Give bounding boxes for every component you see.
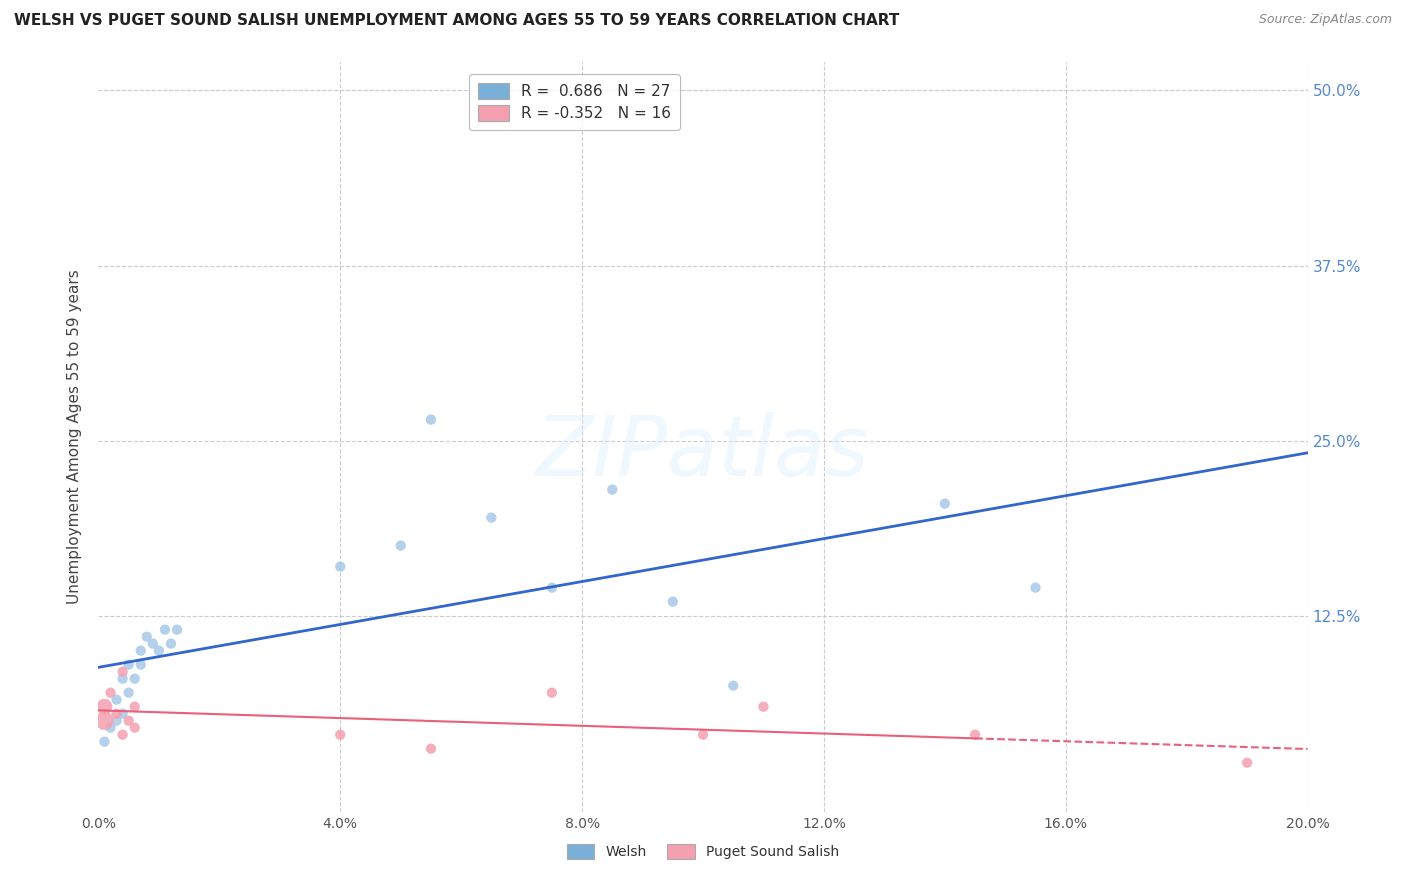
Point bbox=[540, 686, 562, 700]
Point bbox=[692, 728, 714, 742]
Point bbox=[93, 714, 115, 728]
Point bbox=[1236, 756, 1258, 770]
Point bbox=[142, 637, 165, 651]
Point bbox=[129, 657, 152, 672]
Text: ZIPatlas: ZIPatlas bbox=[536, 411, 870, 492]
Point bbox=[118, 714, 141, 728]
Point bbox=[934, 497, 956, 511]
Point bbox=[124, 672, 146, 686]
Point bbox=[93, 699, 115, 714]
Point bbox=[111, 665, 134, 679]
Point bbox=[540, 581, 562, 595]
Text: Source: ZipAtlas.com: Source: ZipAtlas.com bbox=[1258, 13, 1392, 27]
Point bbox=[160, 637, 183, 651]
Point bbox=[124, 721, 146, 735]
Point bbox=[153, 623, 176, 637]
Point bbox=[661, 594, 683, 608]
Point bbox=[752, 699, 775, 714]
Point bbox=[124, 699, 146, 714]
Legend: Welsh, Puget Sound Salish: Welsh, Puget Sound Salish bbox=[561, 838, 845, 864]
Point bbox=[105, 706, 128, 721]
Point bbox=[481, 510, 503, 524]
Point bbox=[100, 721, 122, 735]
Point bbox=[93, 734, 115, 748]
Point bbox=[129, 643, 152, 657]
Point bbox=[166, 623, 188, 637]
Point bbox=[118, 657, 141, 672]
Point bbox=[1024, 581, 1046, 595]
Text: WELSH VS PUGET SOUND SALISH UNEMPLOYMENT AMONG AGES 55 TO 59 YEARS CORRELATION C: WELSH VS PUGET SOUND SALISH UNEMPLOYMENT… bbox=[14, 13, 900, 29]
Point bbox=[148, 643, 170, 657]
Point bbox=[723, 679, 745, 693]
Point bbox=[329, 728, 352, 742]
Point bbox=[111, 706, 134, 721]
Point bbox=[111, 728, 134, 742]
Point bbox=[602, 483, 624, 497]
Point bbox=[420, 412, 443, 426]
Point bbox=[135, 630, 157, 644]
Point bbox=[329, 559, 352, 574]
Point bbox=[111, 672, 134, 686]
Point bbox=[105, 692, 128, 706]
Y-axis label: Unemployment Among Ages 55 to 59 years: Unemployment Among Ages 55 to 59 years bbox=[67, 269, 83, 605]
Point bbox=[420, 741, 443, 756]
Point bbox=[100, 686, 122, 700]
Point bbox=[105, 714, 128, 728]
Point bbox=[965, 728, 987, 742]
Point bbox=[389, 539, 412, 553]
Point bbox=[118, 686, 141, 700]
